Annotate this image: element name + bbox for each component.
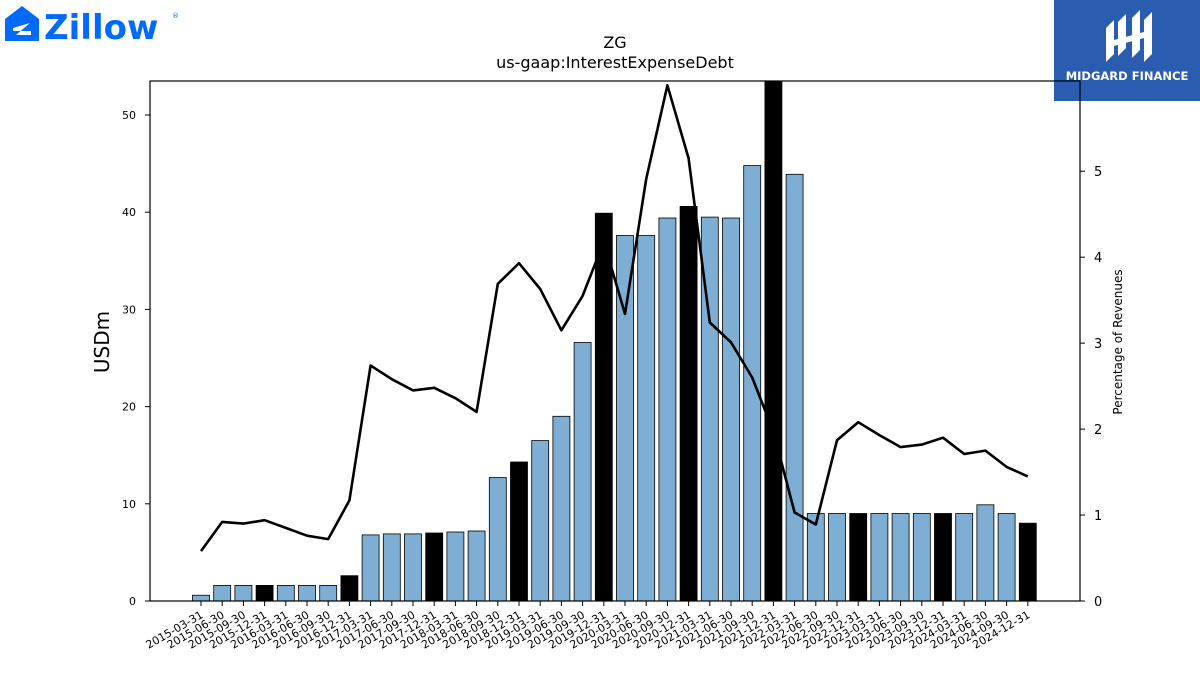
- bar-2022-06-30: [806, 513, 825, 602]
- bar-2019-06-30: [552, 415, 571, 602]
- y-axis-label: USDm: [90, 311, 114, 373]
- midgard-finance-logo: MIDGARD FINANCE: [1054, 0, 1200, 101]
- bar-2022-03-31: [785, 173, 804, 602]
- y-axis-ticks: 0 10 20 30 40 50: [122, 109, 150, 608]
- bar-2016-12-31: [340, 575, 359, 602]
- zillow-logo: Zillow ®: [4, 4, 179, 48]
- bar-2015-03-31: [192, 594, 210, 602]
- bar-group: [192, 80, 1037, 602]
- y-tick-label: 0: [129, 595, 136, 608]
- bar-2016-06-30: [298, 585, 316, 602]
- bar-2015-06-30: [213, 585, 232, 602]
- y2-axis-label: Percentage of Revenues: [1111, 269, 1125, 414]
- bar-2019-12-31: [594, 212, 613, 602]
- bar-2018-03-31: [446, 531, 465, 602]
- y-tick-label: 40: [122, 206, 136, 219]
- bar-2023-03-31: [870, 513, 889, 602]
- bar-2018-09-30: [488, 477, 507, 602]
- bar-2024-06-30: [976, 504, 995, 602]
- plot-frame: [149, 80, 1081, 602]
- y2-tick-label: 0: [1094, 595, 1102, 610]
- y2-tick-label: 1: [1094, 509, 1102, 524]
- bar-2020-09-30: [658, 217, 677, 602]
- zillow-house-icon: [5, 6, 39, 41]
- bar-2017-03-31: [361, 534, 380, 602]
- bar-2017-09-30: [404, 533, 422, 602]
- bar-2024-09-30: [997, 513, 1016, 602]
- y2-tick-label: 4: [1094, 251, 1102, 266]
- bar-2021-06-30: [722, 217, 740, 602]
- bar-2019-03-31: [531, 440, 550, 602]
- bar-2020-12-31: [679, 205, 698, 602]
- bar-2023-12-31: [934, 513, 952, 602]
- y-tick-label: 30: [122, 303, 136, 316]
- bar-2016-03-31: [276, 585, 295, 602]
- y-tick-label: 20: [122, 401, 136, 414]
- bar-2022-09-30: [828, 513, 846, 602]
- midgard-finance-text: MIDGARD FINANCE: [1065, 69, 1189, 83]
- svg-text:®: ®: [172, 12, 179, 20]
- bar-2023-06-30: [891, 513, 910, 602]
- bar-2016-09-30: [319, 585, 338, 602]
- y2-axis-ticks: 0 1 2 3 4 5: [1080, 165, 1102, 610]
- zillow-wordmark: Zillow: [44, 8, 158, 44]
- midgard-emblem-icon: [1106, 10, 1152, 62]
- bar-2019-09-30: [573, 342, 592, 602]
- bar-2017-06-30: [382, 533, 401, 602]
- bar-2015-12-31: [255, 585, 274, 602]
- y2-tick-label: 2: [1094, 423, 1102, 438]
- y-tick-label: 10: [122, 498, 136, 511]
- x-axis-ticks: 2015-03-312015-06-302015-09-302015-12-31…: [144, 601, 1032, 652]
- bar-2015-09-30: [234, 585, 253, 602]
- bar-2018-12-31: [510, 461, 528, 602]
- bar-2024-12-31: [1018, 522, 1037, 602]
- bar-2018-06-30: [467, 530, 486, 602]
- bar-2020-06-30: [637, 235, 656, 602]
- y2-tick-label: 3: [1094, 337, 1102, 352]
- y-tick-label: 50: [122, 109, 136, 122]
- bar-2023-09-30: [912, 513, 931, 602]
- bar-2021-12-31: [764, 80, 783, 602]
- bar-2017-12-31: [425, 532, 444, 602]
- chart-subtitle: us-gaap:InterestExpenseDebt: [496, 53, 734, 72]
- bar-2022-12-31: [849, 513, 868, 602]
- chart-title: ZG: [603, 33, 626, 52]
- y2-tick-label: 5: [1094, 165, 1102, 180]
- bar-2024-03-31: [955, 513, 974, 602]
- bar-2021-09-30: [743, 165, 762, 602]
- percentage-of-revenues-line: [199, 84, 1029, 552]
